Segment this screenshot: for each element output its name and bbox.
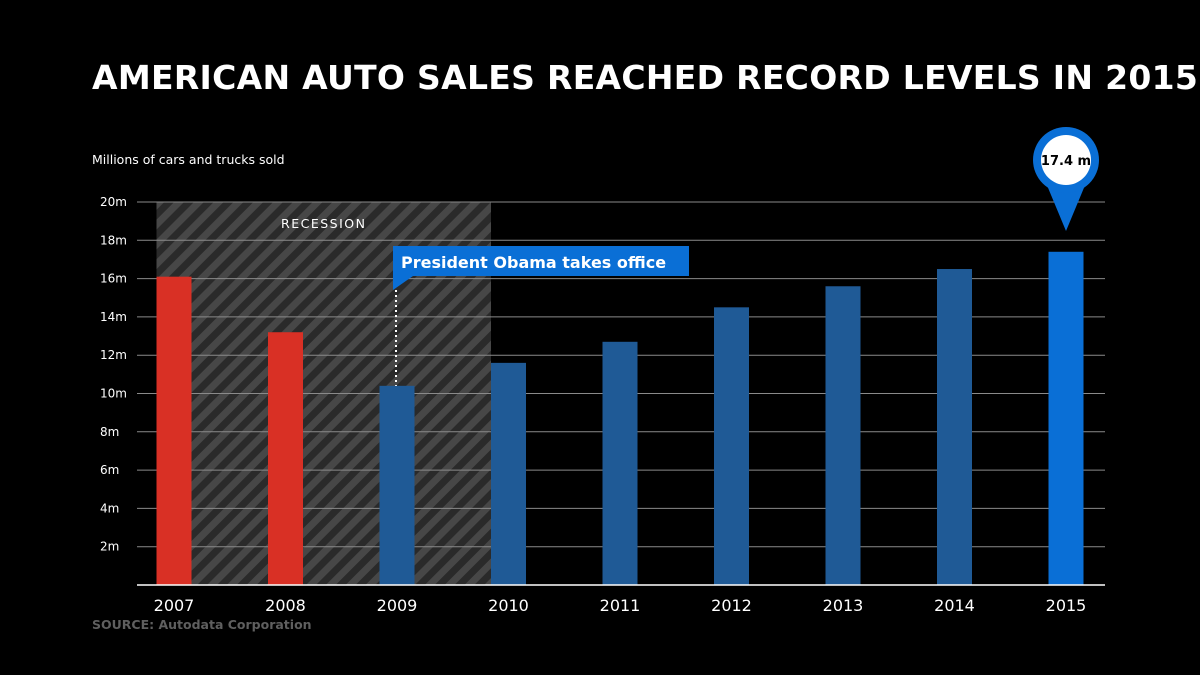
y-tick-label: 12m xyxy=(100,348,127,362)
recession-label: RECESSION xyxy=(281,216,366,231)
annotation-text: President Obama takes office xyxy=(401,253,666,272)
x-tick-label: 2013 xyxy=(823,596,864,615)
y-tick-label: 14m xyxy=(100,310,127,324)
bar-2012 xyxy=(714,307,749,585)
y-axis-label: Millions of cars and trucks sold xyxy=(92,152,285,167)
y-tick-label: 4m xyxy=(100,501,119,515)
y-tick-label: 8m xyxy=(100,425,119,439)
bar-2011 xyxy=(602,341,638,585)
bar-2015 xyxy=(1048,251,1084,586)
bar-2008 xyxy=(268,332,303,585)
bar-2007 xyxy=(156,276,192,585)
x-tick-label: 2012 xyxy=(711,596,752,615)
x-tick-label: 2011 xyxy=(600,596,641,615)
x-tick-label: 2008 xyxy=(265,596,306,615)
y-tick-label: 10m xyxy=(100,387,127,401)
highlight-value-label: 17.4 m xyxy=(1041,154,1091,169)
y-tick-label: 16m xyxy=(100,272,127,286)
bar-2009 xyxy=(379,385,415,585)
pin-inner-circle xyxy=(1041,135,1091,185)
y-tick-label: 18m xyxy=(100,233,127,247)
x-tick-label: 2015 xyxy=(1046,596,1087,615)
y-tick-label: 6m xyxy=(100,463,119,477)
x-tick-label: 2014 xyxy=(934,596,975,615)
source-note: SOURCE: Autodata Corporation xyxy=(92,617,312,632)
x-tick-label: 2007 xyxy=(154,596,195,615)
pin-pointer xyxy=(1047,187,1085,231)
bar-2014 xyxy=(937,269,972,585)
bar-2013 xyxy=(825,286,861,585)
bar-2010 xyxy=(491,362,526,585)
annotation-box xyxy=(393,246,689,276)
annotation-pointer xyxy=(393,276,413,290)
y-tick-label: 2m xyxy=(100,540,119,554)
x-tick-label: 2009 xyxy=(377,596,418,615)
y-tick-label: 20m xyxy=(100,195,127,209)
x-tick-label: 2010 xyxy=(488,596,529,615)
chart-title: AMERICAN AUTO SALES REACHED RECORD LEVEL… xyxy=(92,58,1199,97)
